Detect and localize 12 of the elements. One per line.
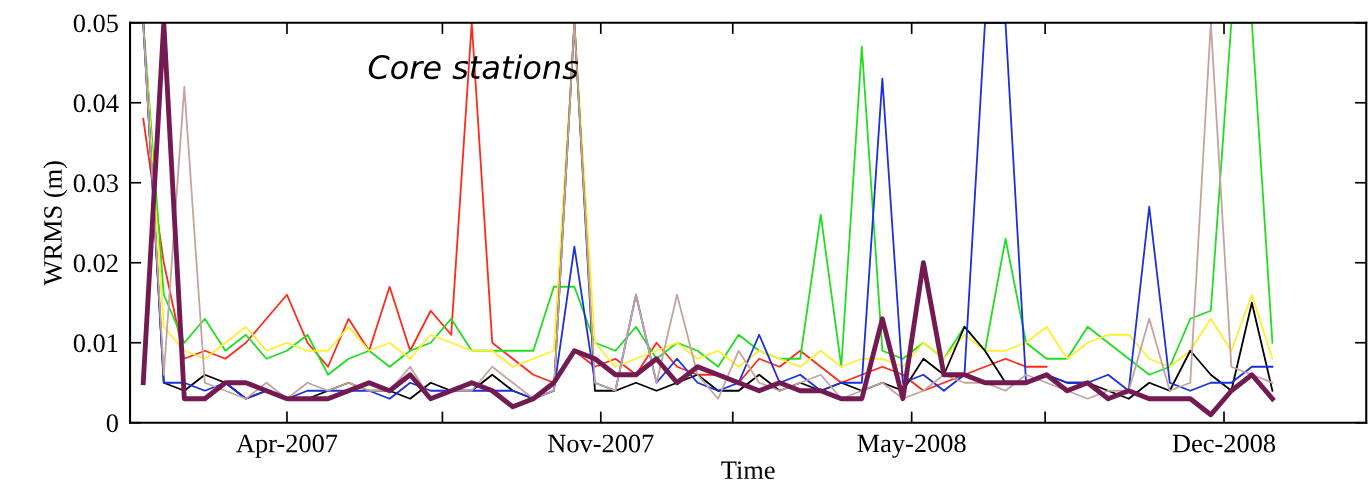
x-tick-label: May-2008 [857, 434, 966, 458]
y-tick-label: 0 [106, 414, 118, 433]
y-tick-label: 0.03 [73, 174, 118, 193]
x-tick-label: Nov-2007 [548, 434, 654, 453]
y-tick-label: 0.05 [73, 14, 118, 33]
y-tick-label: 0.01 [73, 334, 118, 353]
x-axis-title: Time [721, 461, 775, 480]
x-tick-label: Apr-2007 [236, 434, 338, 458]
x-tick-label: Dec-2008 [1172, 434, 1276, 453]
y-tick-label: 0.02 [73, 254, 118, 273]
y-tick-label: 0.04 [73, 94, 119, 113]
y-axis-title: WRMS (m) [43, 161, 68, 286]
